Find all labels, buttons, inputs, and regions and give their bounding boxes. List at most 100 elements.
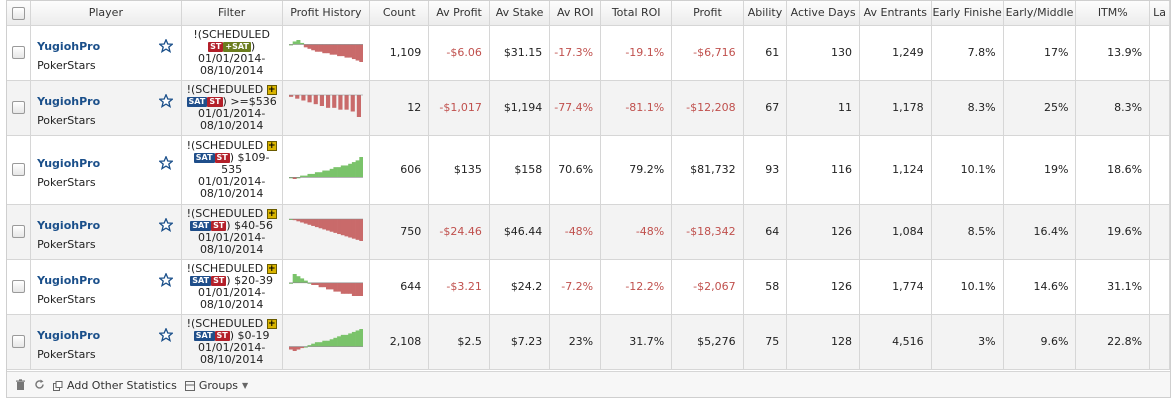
sparkline-bar <box>359 44 364 62</box>
table-row[interactable]: YugiohPro PokerStars !(SCHEDULED + SAT ST) $… <box>7 259 1170 315</box>
table-row[interactable]: YugiohPro PokerStars !(SCHEDULED + SAT ST) >… <box>7 80 1170 136</box>
sparkline-bar <box>292 274 297 283</box>
table-row[interactable]: YugiohPro PokerStars !(SCHEDULED + SAT ST) $… <box>7 135 1170 205</box>
column-header-ability[interactable]: Ability <box>743 1 788 26</box>
row-checkbox-cell[interactable] <box>7 135 32 205</box>
sparkline-bar <box>296 40 301 45</box>
sparkline-bar <box>340 334 345 347</box>
row-checkbox-cell[interactable] <box>7 80 32 136</box>
column-header-early-middle[interactable]: Early/Middle <box>1003 1 1077 26</box>
av-entrants-cell: 1,249 <box>859 25 932 81</box>
row-checkbox[interactable] <box>12 335 26 349</box>
row-checkbox-cell[interactable] <box>7 314 32 370</box>
sparkline-bar <box>303 175 308 178</box>
column-header-total-roi[interactable]: Total ROI <box>600 1 673 26</box>
refresh-icon[interactable] <box>34 379 45 393</box>
player-cell: YugiohPro PokerStars <box>30 25 182 81</box>
plus-badge: + <box>266 84 277 95</box>
player-name-link[interactable]: YugiohPro <box>37 156 101 170</box>
av-roi-cell: 23% <box>549 314 602 370</box>
column-header-late[interactable]: La <box>1149 1 1170 26</box>
sat-badge: SAT <box>186 96 208 107</box>
sparkline-bar <box>301 95 306 101</box>
sparkline-bar <box>292 41 297 45</box>
column-header-checkbox[interactable] <box>7 1 32 26</box>
av-profit-cell: -$24.46 <box>428 204 490 260</box>
add-other-statistics-button[interactable]: Add Other Statistics <box>53 379 177 392</box>
filter-cell[interactable]: !(SCHEDULED ST +SAT) 01/01/2014- 08/10/2014 <box>181 25 283 81</box>
column-header-itm[interactable]: ITM% <box>1075 1 1151 26</box>
row-checkbox[interactable] <box>12 101 26 115</box>
column-header-active-days[interactable]: Active Days <box>786 1 860 26</box>
player-name-link[interactable]: YugiohPro <box>37 94 101 108</box>
table-row[interactable]: YugiohPro PokerStars !(SCHEDULED + SAT ST) $… <box>7 314 1170 370</box>
itm-cell: 18.6% <box>1075 135 1151 205</box>
row-checkbox[interactable] <box>12 46 26 60</box>
row-checkbox-cell[interactable] <box>7 259 32 315</box>
sparkline-bar <box>329 282 334 290</box>
sparkline-bar <box>333 282 338 292</box>
total-roi-cell: -81.1% <box>600 80 673 136</box>
av-entrants-cell: 1,178 <box>859 80 932 136</box>
column-header-filter[interactable]: Filter <box>181 1 283 26</box>
filter-cell[interactable]: !(SCHEDULED + SAT ST) $0-19 01/01/2014- 08/1… <box>181 314 283 370</box>
favorite-star-icon[interactable] <box>157 92 174 111</box>
player-name-link[interactable]: YugiohPro <box>37 39 101 53</box>
favorite-star-icon[interactable] <box>157 37 174 56</box>
player-name-link[interactable]: YugiohPro <box>37 218 101 232</box>
filter-cell[interactable]: !(SCHEDULED + SAT ST) $20-39 01/01/2014- 08/… <box>181 259 283 315</box>
column-header-early-finish[interactable]: Early Finishe <box>931 1 1004 26</box>
active-days-cell: 128 <box>786 314 860 370</box>
column-header-av-profit[interactable]: Av Profit <box>428 1 490 26</box>
filter-line: !(SCHEDULED + <box>184 207 280 220</box>
groups-dropdown[interactable]: Groups ▼ <box>184 379 248 392</box>
favorite-star-icon[interactable] <box>157 216 174 235</box>
total-roi-cell: -12.2% <box>600 259 673 315</box>
favorite-star-icon[interactable] <box>157 154 174 173</box>
player-cell: YugiohPro PokerStars <box>30 314 182 370</box>
column-header-profit-history[interactable]: Profit History <box>282 1 371 26</box>
column-header-profit[interactable]: Profit <box>671 1 744 26</box>
favorite-star-icon[interactable] <box>157 271 174 290</box>
column-header-av-stake[interactable]: Av Stake <box>489 1 551 26</box>
late-cell <box>1149 135 1170 205</box>
itm-cell: 8.3% <box>1075 80 1151 136</box>
player-name-link[interactable]: YugiohPro <box>37 328 101 342</box>
early-finish-cell: 3% <box>931 314 1004 370</box>
row-checkbox[interactable] <box>12 163 26 177</box>
column-header-player[interactable]: Player <box>30 1 182 26</box>
favorite-star-icon[interactable] <box>157 326 174 345</box>
select-all-checkbox[interactable] <box>12 6 26 20</box>
player-cell: YugiohPro PokerStars <box>30 135 182 205</box>
sparkline-bar <box>299 346 304 349</box>
row-checkbox-cell[interactable] <box>7 25 32 81</box>
av-entrants-cell: 1,774 <box>859 259 932 315</box>
sparkline-bar <box>296 219 301 222</box>
sparkline-bar <box>299 175 304 178</box>
column-header-count[interactable]: Count <box>369 1 430 26</box>
sparkline-bar <box>288 282 293 284</box>
row-checkbox-cell[interactable] <box>7 204 32 260</box>
column-header-av-entrants[interactable]: Av Entrants <box>859 1 932 26</box>
sparkline-bar <box>314 282 319 285</box>
row-checkbox[interactable] <box>12 225 26 239</box>
column-header-av-roi[interactable]: Av ROI <box>549 1 602 26</box>
filter-prefix: !(SCHEDULED <box>186 261 264 275</box>
trash-icon[interactable] <box>15 378 26 393</box>
filter-cell[interactable]: !(SCHEDULED + SAT ST) $109-535 01/01/2014- 0… <box>181 135 283 205</box>
table-row[interactable]: YugiohPro PokerStars !(SCHEDULED ST +SAT) 01/… <box>7 25 1170 81</box>
profit-history-sparkline <box>288 329 364 351</box>
sparkline-bar <box>322 170 327 178</box>
player-site: PokerStars <box>37 175 96 189</box>
sparkline-bar <box>336 44 341 57</box>
table-row[interactable]: YugiohPro PokerStars !(SCHEDULED + SAT ST) $… <box>7 204 1170 260</box>
av-profit-cell: -$6.06 <box>428 25 490 81</box>
player-cell: YugiohPro PokerStars <box>30 259 182 315</box>
ability-cell: 75 <box>743 314 788 370</box>
player-name-link[interactable]: YugiohPro <box>37 273 101 287</box>
row-checkbox[interactable] <box>12 280 26 294</box>
filter-cell[interactable]: !(SCHEDULED + SAT ST) >=$536 01/01/2014- 08/… <box>181 80 283 136</box>
column-header-label: Av Entrants <box>863 6 928 20</box>
filter-date-to: 08/10/2014 <box>199 352 264 366</box>
filter-cell[interactable]: !(SCHEDULED + SAT ST) $40-56 01/01/2014- 08/… <box>181 204 283 260</box>
